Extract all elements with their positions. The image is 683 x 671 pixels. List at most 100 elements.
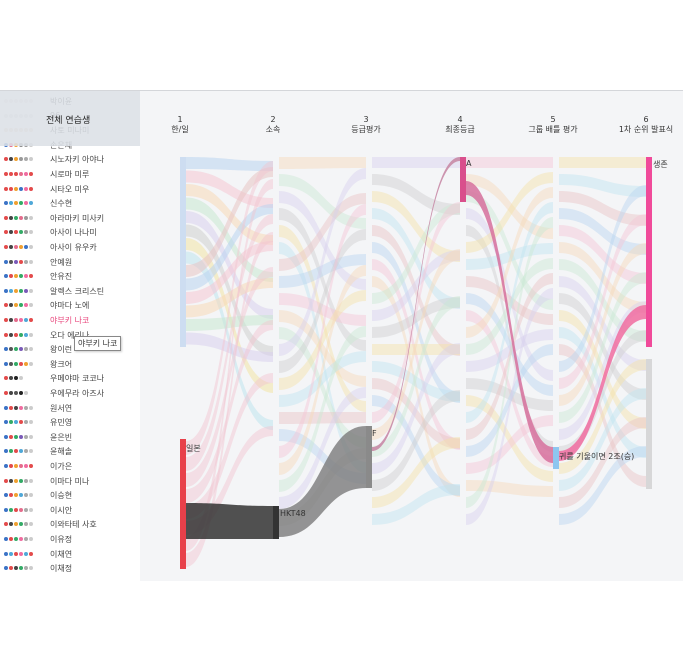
flow-band[interactable] bbox=[279, 290, 366, 390]
trainee-row[interactable]: 시로마 미루 bbox=[0, 168, 140, 182]
node-japan[interactable] bbox=[180, 439, 186, 569]
trainee-filter-selector[interactable]: 전체 연습생 bbox=[0, 91, 140, 146]
flow-band[interactable] bbox=[466, 258, 553, 355]
flow-band[interactable] bbox=[279, 293, 366, 326]
node-hkt48[interactable] bbox=[273, 506, 279, 539]
flow-band[interactable] bbox=[186, 170, 273, 209]
flow-band[interactable] bbox=[559, 359, 646, 474]
flow-band[interactable] bbox=[466, 276, 553, 325]
node-grade-a[interactable] bbox=[460, 157, 466, 202]
flow-band[interactable] bbox=[559, 259, 646, 342]
flow-band[interactable] bbox=[559, 214, 646, 389]
flow-band[interactable] bbox=[186, 332, 273, 363]
flow-band[interactable] bbox=[559, 157, 646, 168]
highlight-band-japan-hkt48[interactable] bbox=[186, 503, 273, 539]
flow-band[interactable] bbox=[559, 276, 646, 371]
flow-band[interactable] bbox=[372, 208, 460, 309]
flow-band[interactable] bbox=[466, 480, 553, 497]
highlight-band-f-a[interactable] bbox=[372, 157, 460, 451]
trainee-row[interactable]: 이승현 bbox=[0, 489, 140, 503]
trainee-row[interactable]: 우에무라 아즈사 bbox=[0, 387, 140, 401]
flow-band[interactable] bbox=[559, 185, 646, 372]
flow-band[interactable] bbox=[466, 329, 553, 372]
trainee-row[interactable]: 아라마키 미사키 bbox=[0, 212, 140, 226]
flow-band[interactable] bbox=[466, 344, 553, 457]
flow-band[interactable] bbox=[372, 242, 460, 403]
trainee-row[interactable]: 시타오 미우 bbox=[0, 183, 140, 197]
trainee-row[interactable]: 이가은 bbox=[0, 460, 140, 474]
trainee-row[interactable]: 이채연 bbox=[0, 548, 140, 562]
flow-band[interactable] bbox=[279, 254, 366, 288]
trainee-row[interactable]: 윤해솔 bbox=[0, 445, 140, 459]
flow-band[interactable] bbox=[559, 310, 646, 429]
flow-band[interactable] bbox=[559, 344, 646, 487]
highlight-band-hkt48-f[interactable] bbox=[279, 426, 366, 537]
flow-band[interactable] bbox=[186, 184, 273, 245]
flow-band[interactable] bbox=[559, 242, 646, 313]
trainee-row[interactable]: 야부키 나코 bbox=[0, 314, 140, 328]
flow-band[interactable] bbox=[279, 265, 366, 475]
flow-band[interactable] bbox=[559, 272, 646, 423]
flow-band[interactable] bbox=[372, 343, 460, 474]
flow-band[interactable] bbox=[466, 172, 553, 253]
flow-band[interactable] bbox=[372, 157, 460, 168]
flow-band[interactable] bbox=[466, 202, 553, 423]
flow-band[interactable] bbox=[279, 157, 366, 169]
flow-band[interactable] bbox=[279, 327, 366, 448]
highlight-band-team-survive[interactable] bbox=[559, 305, 646, 461]
trainee-row[interactable]: 안유진 bbox=[0, 270, 140, 284]
trainee-row[interactable]: 왕이런 bbox=[0, 343, 140, 357]
node-eliminated[interactable] bbox=[646, 359, 652, 489]
flow-band[interactable] bbox=[466, 310, 553, 467]
flow-band[interactable] bbox=[559, 208, 646, 255]
trainee-row[interactable]: 시노자키 아야나 bbox=[0, 153, 140, 167]
flow-band[interactable] bbox=[372, 437, 460, 508]
flow-band[interactable] bbox=[279, 191, 366, 290]
flow-band[interactable] bbox=[372, 395, 460, 496]
flow-band[interactable] bbox=[466, 288, 553, 525]
flow-band[interactable] bbox=[186, 214, 273, 471]
node-team[interactable] bbox=[553, 447, 559, 469]
flow-band[interactable] bbox=[559, 225, 646, 284]
flow-band[interactable] bbox=[372, 361, 460, 402]
flow-band[interactable] bbox=[559, 388, 646, 491]
flow-band[interactable] bbox=[559, 301, 646, 440]
flow-band[interactable] bbox=[186, 241, 273, 304]
flow-band[interactable] bbox=[466, 243, 553, 270]
flow-band[interactable] bbox=[466, 378, 553, 411]
flow-band[interactable] bbox=[466, 395, 553, 482]
flow-band[interactable] bbox=[279, 208, 366, 351]
flow-band[interactable] bbox=[186, 373, 273, 519]
flow-band[interactable] bbox=[279, 204, 366, 458]
trainee-row[interactable]: 알렉스 크리스틴 bbox=[0, 285, 140, 299]
flow-band[interactable] bbox=[279, 351, 366, 407]
flow-band[interactable] bbox=[372, 276, 460, 497]
node-survive[interactable] bbox=[646, 157, 652, 347]
flow-band[interactable] bbox=[186, 161, 273, 455]
flow-band[interactable] bbox=[372, 250, 460, 321]
flow-band[interactable] bbox=[466, 187, 553, 338]
trainee-row[interactable]: 아사이 나나미 bbox=[0, 226, 140, 240]
trainee-row[interactable]: 우메야마 코코나 bbox=[0, 372, 140, 386]
flow-band[interactable] bbox=[559, 327, 646, 458]
flow-band[interactable] bbox=[559, 446, 646, 525]
trainee-row[interactable]: 이시안 bbox=[0, 504, 140, 518]
flow-band[interactable] bbox=[372, 202, 460, 423]
flow-band[interactable] bbox=[559, 417, 646, 508]
node-korea[interactable] bbox=[180, 157, 186, 347]
trainee-row[interactable]: 아사이 유우카 bbox=[0, 241, 140, 255]
flow-band[interactable] bbox=[186, 211, 273, 319]
flow-band[interactable] bbox=[279, 225, 366, 412]
flow-band[interactable] bbox=[186, 426, 273, 535]
flow-band[interactable] bbox=[372, 191, 460, 262]
flow-band[interactable] bbox=[466, 273, 553, 440]
trainee-row[interactable]: 야마다 노에 bbox=[0, 299, 140, 313]
flow-band[interactable] bbox=[279, 310, 366, 387]
flow-band[interactable] bbox=[186, 315, 273, 331]
flow-band[interactable] bbox=[279, 168, 366, 356]
flow-band[interactable] bbox=[186, 167, 273, 277]
flow-band[interactable] bbox=[186, 179, 273, 551]
flow-band[interactable] bbox=[372, 390, 460, 491]
trainee-row[interactable]: 원서연 bbox=[0, 402, 140, 416]
flow-band[interactable] bbox=[559, 243, 646, 406]
